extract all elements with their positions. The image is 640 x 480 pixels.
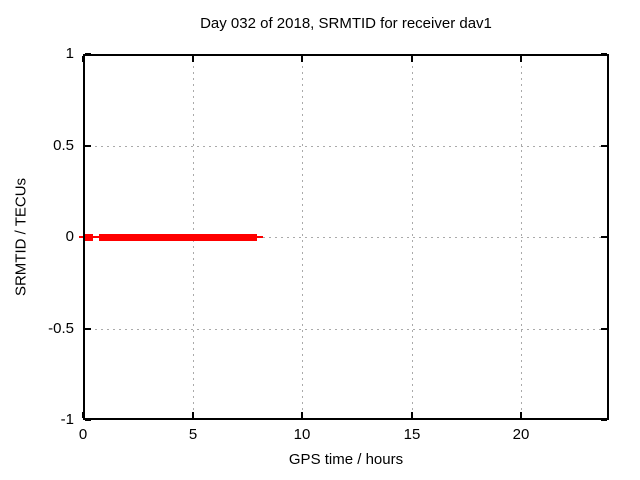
x-tick-mark-top <box>520 56 522 62</box>
x-tick-label: 5 <box>188 426 198 443</box>
x-tick-label: 20 <box>512 426 530 443</box>
y-tick-label: 0.5 <box>53 137 74 154</box>
series-segment <box>99 234 257 241</box>
x-tick-label: 10 <box>293 426 311 443</box>
x-tick-mark-bottom <box>301 412 303 418</box>
x-tick-mark-bottom <box>411 412 413 418</box>
y-tick-mark-left <box>85 419 91 421</box>
y-tick-mark-right <box>601 328 607 330</box>
y-tick-mark-right <box>601 145 607 147</box>
y-tick-label: -1 <box>60 411 74 428</box>
x-tick-mark-bottom <box>520 412 522 418</box>
h-gridline <box>83 237 609 238</box>
plot-border <box>83 54 609 420</box>
x-axis-title: GPS time / hours <box>288 451 404 468</box>
y-tick-mark-right <box>601 419 607 421</box>
x-tick-label: 0 <box>78 426 88 443</box>
x-tick-label: 15 <box>403 426 421 443</box>
h-gridline <box>83 329 609 330</box>
y-tick-mark-left <box>85 328 91 330</box>
y-tick-label: -0.5 <box>48 320 74 337</box>
x-tick-mark-top <box>411 56 413 62</box>
y-tick-label: 0 <box>65 228 74 245</box>
y-tick-mark-right <box>601 236 607 238</box>
y-tick-label: 1 <box>65 45 74 62</box>
h-gridline <box>83 146 609 147</box>
x-tick-mark-top <box>301 56 303 62</box>
x-tick-mark-top <box>192 56 194 62</box>
chart-title: Day 032 of 2018, SRMTID for receiver dav… <box>200 15 492 32</box>
y-tick-mark-left <box>85 145 91 147</box>
x-tick-mark-bottom <box>192 412 194 418</box>
series-segment <box>84 234 93 241</box>
